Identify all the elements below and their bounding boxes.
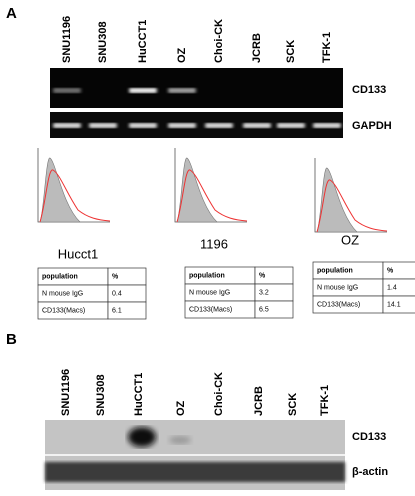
- lane-label: JCRB: [253, 386, 265, 416]
- cd133-band: [168, 88, 196, 93]
- actin-band: [45, 462, 345, 482]
- lane-label: HuCCT1: [133, 373, 145, 416]
- gel-cd133: [50, 68, 343, 108]
- content: SNU1196 SNU308 HuCCT1 OZ Choi-CK JCRB SCK TFK-1…: [37, 16, 415, 478]
- gapdh-band: [277, 123, 305, 128]
- cell-text: CD133(Macs): [42, 307, 85, 314]
- cell-text: CD133(Macs): [189, 306, 232, 313]
- lane-label: SNU1196: [60, 369, 72, 416]
- lane-label: OZ: [176, 47, 188, 63]
- gapdh-band: [89, 123, 117, 128]
- cell-text: population: [42, 273, 78, 280]
- cell-text: N mouse IgG: [42, 290, 83, 297]
- histogram-cd133: [176, 169, 248, 223]
- flow-label: Hucct1: [58, 246, 98, 261]
- cell-text: 0.4: [112, 290, 122, 297]
- lane-label: HuCCT1: [137, 20, 149, 63]
- gel-label: CD133: [352, 84, 386, 96]
- cell-text: 3.2: [259, 289, 269, 296]
- cell-text: 14.1: [387, 301, 401, 308]
- panel-label: A: [6, 5, 17, 22]
- cell-text: CD133(Macs): [317, 301, 360, 308]
- cell-text: %: [259, 272, 266, 279]
- cell-text: %: [112, 273, 119, 280]
- histogram-axes: [314, 158, 387, 233]
- histogram-cd133: [39, 169, 111, 223]
- cell-text: 6.1: [112, 307, 122, 314]
- lane-label: SNU308: [97, 21, 109, 63]
- blot-label: CD133: [352, 431, 386, 443]
- gapdh-band: [205, 123, 233, 128]
- cd133-band: [129, 88, 157, 93]
- lane-label: TFK-1: [321, 32, 333, 63]
- table-cell: [382, 295, 415, 314]
- flow-label: OZ: [341, 232, 359, 247]
- histogram-axes: [174, 148, 247, 223]
- lane-label: OZ: [175, 400, 187, 416]
- table-cell: [107, 301, 147, 320]
- lane-label: SCK: [285, 40, 297, 63]
- cd133-band: [128, 427, 156, 447]
- gapdh-band: [129, 123, 157, 128]
- lane-label: SCK: [287, 393, 299, 416]
- cd133-band: [53, 88, 81, 93]
- histogram-cd133: [316, 179, 388, 233]
- lane-label: SNU1196: [61, 16, 73, 63]
- flow-label: 1196: [200, 236, 228, 251]
- cell-text: population: [189, 272, 225, 279]
- gapdh-band: [168, 123, 196, 128]
- cell-text: 6.5: [259, 306, 269, 313]
- lane-label: Choi-CK: [213, 19, 225, 63]
- cell-text: 1.4: [387, 284, 397, 291]
- lane-label: JCRB: [251, 33, 263, 63]
- table-cell: [254, 300, 294, 319]
- cell-text: N mouse IgG: [317, 284, 358, 291]
- cd133-band: [169, 436, 191, 444]
- cell-text: population: [317, 267, 353, 274]
- blot-label: β-actin: [352, 466, 388, 478]
- lane-label: SNU308: [95, 374, 107, 416]
- panel-label: B: [6, 331, 17, 348]
- cell-text: N mouse IgG: [189, 289, 230, 296]
- gapdh-band: [53, 123, 81, 128]
- gapdh-band: [313, 123, 341, 128]
- cell-text: %: [387, 267, 394, 274]
- gapdh-band: [243, 123, 271, 128]
- gel-label: GAPDH: [352, 120, 392, 132]
- lane-label: TFK-1: [319, 385, 331, 416]
- histogram-axes: [37, 148, 110, 223]
- lane-label: Choi-CK: [213, 372, 225, 416]
